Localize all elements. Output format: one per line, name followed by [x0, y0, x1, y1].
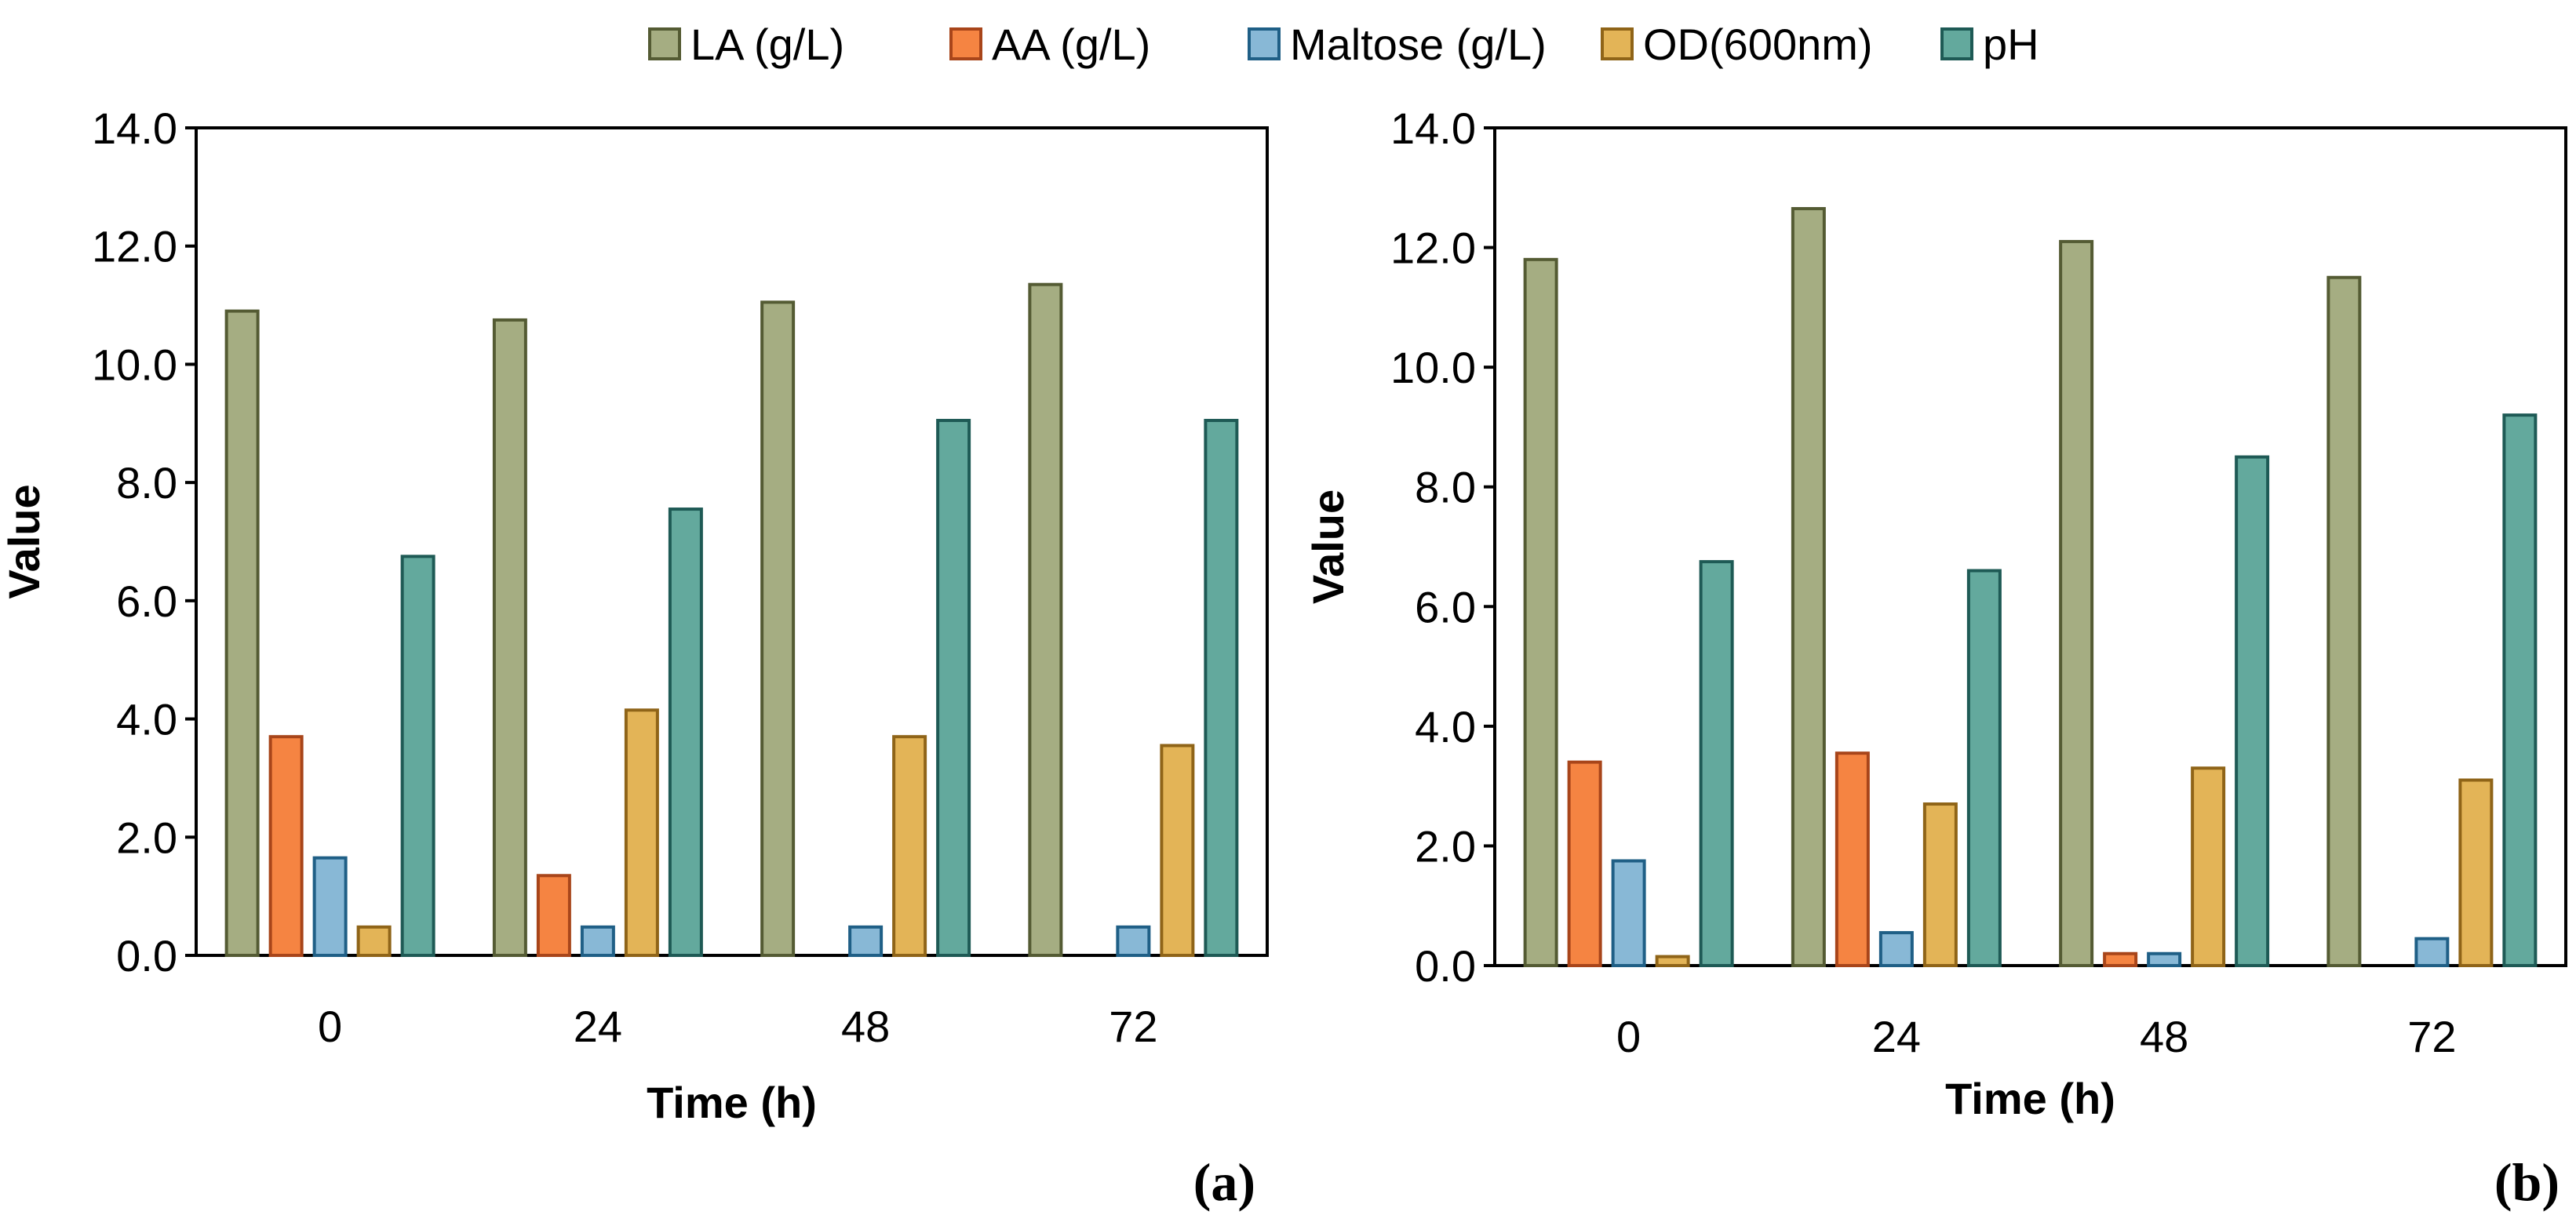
bar-maltose-g-l-t24 [1878, 931, 1914, 967]
bar-maltose-g-l-t48 [2147, 951, 2182, 967]
bar-od-600nm-t48 [2191, 766, 2226, 967]
y-tick-label: 0.0 [1415, 941, 1476, 991]
bar-maltose-g-l-t48 [848, 925, 884, 958]
plot-frame-b [1493, 126, 2567, 967]
x-tick-label: 0 [318, 1002, 342, 1051]
bar-aa-g-l-t48 [2103, 951, 2138, 967]
legend-swatch-la-g-l [648, 27, 681, 60]
bar-ph-t24 [1966, 569, 2002, 967]
bar-maltose-g-l-t0 [312, 856, 348, 958]
bar-ph-t72 [1204, 419, 1239, 957]
bar-ph-t48 [936, 419, 971, 957]
bar-ph-t0 [1699, 560, 1734, 967]
y-axis-title: Value [1303, 489, 1353, 604]
bar-ph-t48 [2235, 455, 2270, 967]
x-tick-label: 24 [1872, 1012, 1921, 1061]
y-tick-label: 2.0 [1415, 821, 1476, 871]
bar-la-g-l-t72 [1028, 282, 1063, 958]
bar-la-g-l-t0 [224, 309, 260, 958]
legend-label-la-g-l: LA (g/L) [690, 20, 844, 69]
y-tick-label: 12.0 [92, 222, 177, 271]
bar-od-600nm-t24 [1922, 802, 1958, 967]
x-tick-label: 24 [574, 1002, 622, 1051]
bar-maltose-g-l-t0 [1611, 859, 1646, 967]
bar-ph-t24 [668, 507, 703, 957]
y-tick-label: 8.0 [116, 458, 177, 507]
bar-la-g-l-t48 [2059, 239, 2094, 967]
legend-label-aa-g-l: AA (g/L) [992, 20, 1150, 69]
bar-od-600nm-t72 [2458, 778, 2494, 967]
bar-ph-t72 [2502, 413, 2538, 967]
x-tick-label: 48 [2140, 1012, 2188, 1061]
bar-la-g-l-t48 [760, 300, 796, 957]
panel-label-a: (a) [1193, 1152, 1255, 1212]
y-tick-label: 14.0 [92, 104, 177, 153]
legend-label-ph: pH [1983, 20, 2039, 69]
y-tick-label: 4.0 [1415, 702, 1476, 751]
legend-swatch-od-600nm [1601, 27, 1634, 60]
legend-label-od-600nm: OD(600nm) [1643, 20, 1873, 69]
chart-panel-b: 0.0 2.0 4.0 6.0 8.0 10.0 12.0 14.0 0 24 48 72 Time (… [1303, 104, 2567, 1212]
bar-la-g-l-t0 [1523, 257, 1558, 968]
y-tick-label: 10.0 [92, 340, 177, 389]
y-tick-label: 0.0 [116, 931, 177, 980]
bar-aa-g-l-t0 [268, 735, 304, 958]
bar-aa-g-l-t24 [1835, 751, 1870, 968]
bar-od-600nm-t48 [892, 735, 927, 958]
bar-la-g-l-t24 [1791, 206, 1826, 967]
bar-od-600nm-t0 [1655, 955, 1690, 967]
plot-frame-a [195, 126, 1269, 957]
bar-od-600nm-t24 [624, 708, 659, 958]
legend-swatch-aa-g-l [949, 27, 982, 60]
y-tick-label: 8.0 [1415, 463, 1476, 512]
chart-panel-a: 0.0 2.0 4.0 6.0 8.0 10.0 12.0 14.0 0 24 48 72 Time (… [0, 104, 1269, 1212]
x-axis-title: Time (h) [647, 1078, 817, 1127]
bar-maltose-g-l-t24 [580, 925, 615, 958]
bar-od-600nm-t0 [356, 925, 392, 958]
x-axis-title: Time (h) [1945, 1074, 2115, 1123]
bar-od-600nm-t72 [1160, 744, 1195, 957]
legend-swatch-maltose-g-l [1248, 27, 1281, 60]
y-axis-title: Value [0, 484, 49, 598]
bar-ph-t0 [400, 555, 435, 957]
bar-aa-g-l-t24 [536, 874, 571, 957]
x-tick-label: 48 [841, 1002, 890, 1051]
x-tick-label: 0 [1616, 1012, 1641, 1061]
y-tick-label: 6.0 [116, 577, 177, 626]
x-tick-label: 72 [1109, 1002, 1157, 1051]
legend-swatch-ph [1940, 27, 1973, 60]
bar-maltose-g-l-t72 [1116, 925, 1151, 958]
y-tick-label: 12.0 [1390, 224, 1476, 273]
y-tick-label: 4.0 [116, 695, 177, 744]
y-tick-label: 10.0 [1390, 343, 1476, 392]
y-tick-label: 6.0 [1415, 582, 1476, 631]
x-tick-label: 72 [2407, 1012, 2456, 1061]
bar-maltose-g-l-t72 [2414, 937, 2450, 967]
legend: LA (g/L) AA (g/L) Maltose (g/L) OD(600nm) pH [648, 20, 2039, 69]
bar-aa-g-l-t0 [1567, 760, 1602, 968]
bar-la-g-l-t24 [492, 318, 527, 957]
bar-la-g-l-t72 [2326, 275, 2362, 967]
y-tick-label: 2.0 [116, 813, 177, 862]
legend-label-maltose-g-l: Maltose (g/L) [1290, 20, 1547, 69]
panel-label-b: (b) [2494, 1152, 2560, 1212]
y-tick-label: 14.0 [1390, 104, 1476, 153]
